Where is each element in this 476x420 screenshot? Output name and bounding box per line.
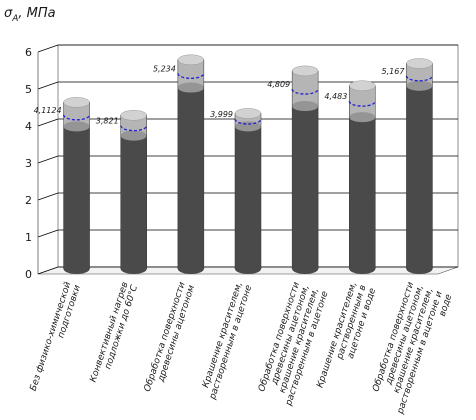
grid-line-side xyxy=(37,155,59,164)
bar-top-cap xyxy=(234,108,262,119)
bar-top-cap xyxy=(349,80,376,91)
bar-mean-line xyxy=(62,114,91,121)
bar xyxy=(234,108,262,275)
data-label: 5,234 xyxy=(153,64,176,73)
grid-line-side xyxy=(37,44,59,53)
bar-lower-segment xyxy=(292,106,319,274)
bar-upper-segment xyxy=(292,70,319,112)
bar-segment-boundary xyxy=(349,112,376,123)
bar-lower-segment xyxy=(177,87,204,274)
bar-mean-line xyxy=(177,73,205,79)
plot-area: 0 1 2 3 4 5 6 4,1124 Без физико-химическойподгот… xyxy=(25,44,459,419)
y-tick-label: 1 xyxy=(25,231,32,244)
grid-line-side xyxy=(37,229,59,238)
grid-line-side xyxy=(37,192,59,201)
bar xyxy=(177,54,205,274)
bar-top-cap xyxy=(177,54,205,66)
y-tick-label: 4 xyxy=(25,120,32,133)
bar-top-cap xyxy=(63,97,90,108)
bar-segment-boundary xyxy=(292,101,319,112)
bar-segment-boundary xyxy=(177,82,204,93)
x-tick-label: Крашение красителем,растворенным в ацето… xyxy=(198,280,254,401)
data-label: 4,483 xyxy=(324,92,347,101)
y-tick-label: 2 xyxy=(25,194,32,207)
bar-top-cap xyxy=(120,110,147,121)
bar-mean-line xyxy=(348,100,376,107)
x-tick-label: Обработка поверхностидревесины ацетоном,… xyxy=(367,280,455,419)
bar xyxy=(405,58,434,274)
grid-line-side xyxy=(37,118,59,127)
bar-segment-boundary xyxy=(63,121,90,132)
bar xyxy=(120,110,148,274)
x-tick-label: Обработка поверхностидревесины ацетоном xyxy=(143,281,198,396)
bar-segment-boundary xyxy=(120,130,147,141)
bar-mean-line xyxy=(234,118,262,125)
grid-line-side xyxy=(37,266,59,275)
y-axis-title-text: σA, МПа xyxy=(4,6,56,24)
bar-lower-segment xyxy=(406,85,433,274)
y-tick-label: 0 xyxy=(25,268,32,281)
grid-line-side xyxy=(37,81,59,90)
bar xyxy=(62,97,91,275)
bar-lower-segment xyxy=(235,126,261,275)
data-label: 3,999 xyxy=(210,110,233,119)
bar-mean-line xyxy=(120,125,148,132)
x-tick-label: Обработка поверхностидревесины ацетоном,… xyxy=(255,280,330,407)
bar-lower-segment xyxy=(63,126,90,275)
y-tick-label: 5 xyxy=(25,83,32,96)
bar-mean-line xyxy=(291,88,319,95)
data-label: 4,809 xyxy=(267,80,290,89)
bar-segment-boundary xyxy=(406,80,433,91)
y-tick-label: 3 xyxy=(25,157,32,170)
bar-top-cap xyxy=(291,65,319,77)
y-axis-title: σA, МПа xyxy=(4,6,56,24)
bar-top-cap xyxy=(406,58,433,69)
x-tick-label: Конвективный нагревподложки до 60°С xyxy=(89,280,141,387)
data-label: 4,1124 xyxy=(34,106,62,115)
bar-lower-segment xyxy=(349,117,376,275)
data-label: 3,821 xyxy=(96,117,119,126)
bar-mean-line xyxy=(405,75,434,82)
bar xyxy=(291,65,319,274)
data-label: 5,167 xyxy=(382,67,406,76)
y-tick-label: 6 xyxy=(25,46,32,59)
bar xyxy=(348,80,376,275)
x-tick-label: Без физико-химическойподготовки xyxy=(29,281,83,396)
bar-lower-segment xyxy=(120,135,147,274)
